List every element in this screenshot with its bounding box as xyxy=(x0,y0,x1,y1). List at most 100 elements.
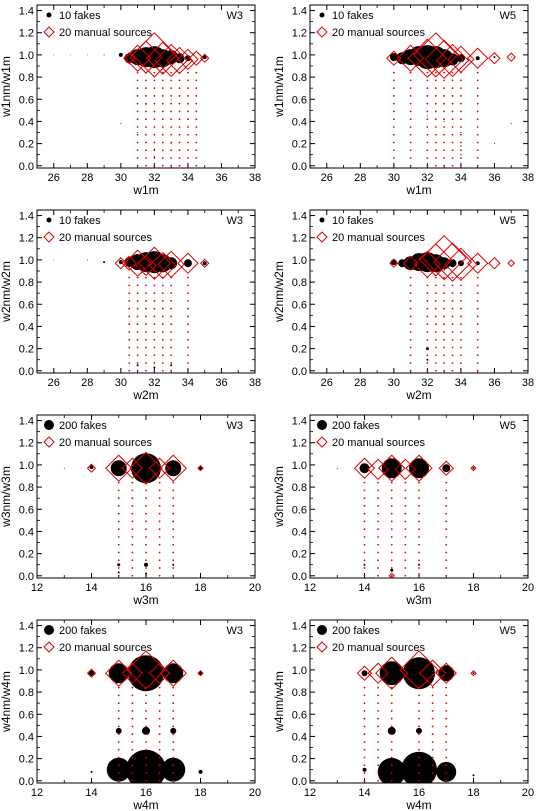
manual-source-trail-point xyxy=(161,354,164,357)
manual-source-trail-point xyxy=(434,307,437,310)
manual-source-trail-point xyxy=(117,733,120,736)
fake-point xyxy=(115,727,122,734)
y-tick-label: 0.2 xyxy=(19,344,34,356)
manual-source-trail-point xyxy=(377,528,380,531)
manual-source-trail-point xyxy=(445,733,448,736)
manual-source-trail-point xyxy=(145,79,147,82)
manual-source-trail-point xyxy=(161,300,164,302)
manual-source-trail-point xyxy=(476,323,479,326)
manual-source-trail-point xyxy=(153,369,156,372)
manual-source-trail-point xyxy=(131,710,134,712)
manual-source-trail-point xyxy=(390,733,393,736)
manual-source-trail-point xyxy=(363,702,366,705)
manual-source-trail-point xyxy=(158,528,161,531)
x-tick-label: 28 xyxy=(354,172,366,184)
manual-source-trail-point xyxy=(418,574,420,577)
manual-source-trail-point xyxy=(131,489,134,492)
manual-source-trail-point xyxy=(443,118,446,121)
data-layer xyxy=(389,234,516,372)
manual-source-trail-point xyxy=(445,481,448,484)
manual-source-trail-point xyxy=(451,300,454,302)
manual-source-trail-point xyxy=(390,717,393,720)
manual-source-trail-point xyxy=(451,95,454,97)
manual-source-point xyxy=(159,454,187,482)
manual-source-trail-point xyxy=(445,574,448,577)
manual-source-trail-point xyxy=(158,710,161,712)
manual-source-trail-point xyxy=(170,126,173,128)
manual-source-trail-point xyxy=(131,520,134,523)
y-tick-label: 1.2 xyxy=(19,643,34,655)
manual-source-trail-point xyxy=(172,686,175,689)
manual-source-trail-point xyxy=(451,133,454,136)
manual-source-point xyxy=(86,668,97,678)
manual-source-trail-point xyxy=(451,369,454,372)
manual-source-trail-point xyxy=(131,543,134,546)
manual-source-trail-point xyxy=(117,686,120,689)
manual-source-trail-point xyxy=(161,79,164,82)
y-tick-label: 1.2 xyxy=(19,28,34,40)
legend-manual-marker xyxy=(43,26,55,38)
manual-source-trail-point xyxy=(128,323,131,326)
manual-source-trail-point xyxy=(451,79,454,82)
manual-source-trail-point xyxy=(443,323,446,326)
fake-point xyxy=(460,131,462,134)
manual-source-trail-point xyxy=(418,741,420,743)
panel-tag: W3 xyxy=(227,215,244,227)
manual-source-trail-point xyxy=(363,536,366,538)
manual-source-trail-point xyxy=(426,307,429,310)
manual-source-trail-point xyxy=(187,133,189,136)
legend-fakes-label: 10 fakes xyxy=(332,215,374,227)
manual-source-trail-point xyxy=(161,338,164,341)
x-tick-label: 30 xyxy=(388,172,400,184)
fake-point xyxy=(118,52,123,57)
y-tick-label: 0.2 xyxy=(19,754,34,766)
manual-source-trail-point xyxy=(445,512,448,515)
manual-source-trail-point xyxy=(136,141,139,144)
manual-source-trail-point xyxy=(131,741,134,743)
manual-source-trail-point xyxy=(117,574,120,577)
x-tick-label: 34 xyxy=(182,172,194,184)
manual-source-trail-point xyxy=(153,164,156,167)
manual-source-trail-point xyxy=(158,574,161,577)
manual-source-trail-point xyxy=(390,559,393,562)
manual-source-trail-point xyxy=(363,764,366,767)
x-tick-label: 38 xyxy=(522,172,534,184)
manual-source-trail-point xyxy=(145,725,147,728)
manual-source-trail-point xyxy=(153,300,156,302)
manual-source-trail-point xyxy=(170,346,173,349)
fake-point xyxy=(426,358,429,361)
manual-source-trail-point xyxy=(153,79,156,82)
manual-source-trail-point xyxy=(161,362,164,364)
manual-source-trail-point xyxy=(187,315,189,318)
manual-source-trail-point xyxy=(136,87,139,90)
manual-source-trail-point xyxy=(170,315,173,318)
manual-source-trail-point xyxy=(363,543,366,546)
y-tick-label: 0.4 xyxy=(292,116,307,128)
manual-source-trail-point xyxy=(178,118,181,121)
manual-source-trail-point xyxy=(434,276,437,279)
manual-source-trail-point xyxy=(445,710,448,712)
manual-source-point xyxy=(466,252,489,274)
manual-source-point xyxy=(488,257,501,270)
manual-source-trail-point xyxy=(170,369,173,372)
manual-source-trail-point xyxy=(443,331,446,333)
manual-source-trail-point xyxy=(404,536,407,538)
manual-source-trail-point xyxy=(170,149,173,152)
manual-source-point xyxy=(148,662,171,684)
manual-source-trail-point xyxy=(445,741,448,743)
manual-source-trail-point xyxy=(460,118,462,121)
manual-source-trail-point xyxy=(445,702,448,705)
manual-source-trail-point xyxy=(445,772,448,774)
manual-source-trail-point xyxy=(476,362,479,364)
fake-point xyxy=(475,56,480,61)
manual-source-trail-point xyxy=(187,338,189,341)
manual-source-trail-point xyxy=(145,164,147,167)
manual-source-trail-point xyxy=(418,543,420,546)
manual-source-point xyxy=(199,53,210,63)
y-tick-label: 1.4 xyxy=(292,211,307,223)
x-tick-label: 16 xyxy=(140,582,152,594)
manual-source-trail-point xyxy=(153,331,156,333)
manual-source-trail-point xyxy=(460,369,462,372)
manual-source-trail-point xyxy=(409,276,412,279)
manual-source-trail-point xyxy=(390,574,393,577)
